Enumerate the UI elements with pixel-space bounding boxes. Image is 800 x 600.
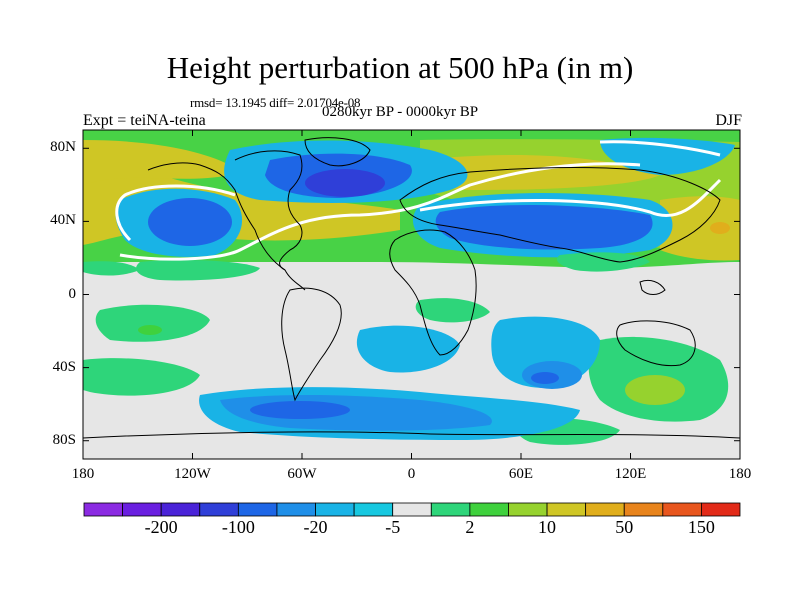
colorbar-tick-label: -5 xyxy=(385,517,401,537)
y-tick-label: 0 xyxy=(68,285,77,302)
s-pacific-high-core xyxy=(625,375,685,405)
n-atlantic-low-core xyxy=(305,169,385,197)
polar-yellow xyxy=(83,140,230,185)
colorbar-swatch xyxy=(392,502,432,517)
x-tick-label: 180 xyxy=(71,466,95,482)
colorbar-swatch xyxy=(122,502,162,517)
w-pacific-orange xyxy=(710,222,730,234)
sp-green-2 xyxy=(83,358,200,396)
colorbar-tick-label: -100 xyxy=(221,517,255,537)
sp-green-1 xyxy=(95,304,210,342)
colorbar-swatch xyxy=(662,502,702,517)
y-tick-label: 80S xyxy=(52,431,76,448)
colorbar-swatch xyxy=(353,502,394,517)
sa-green xyxy=(415,298,490,323)
colorbar-swatch xyxy=(83,502,123,517)
y-tick-label: 80N xyxy=(50,139,76,156)
zero-contour-asia xyxy=(419,178,722,218)
x-tick-label: 60E xyxy=(508,466,534,482)
s-atlantic-low xyxy=(356,325,460,373)
coast-africa xyxy=(389,229,477,356)
coast-eurasia xyxy=(399,166,721,263)
colorbar-swatch xyxy=(237,502,278,517)
coast-antarctica xyxy=(83,431,740,439)
tropical-green-pacific xyxy=(136,260,260,281)
colorbar-tick-label: 150 xyxy=(687,517,715,537)
sp-green-1-core xyxy=(138,325,162,335)
colorbar-swatch xyxy=(430,502,471,517)
coastlines xyxy=(83,137,740,439)
coast-south-america xyxy=(281,287,342,402)
colorbar-swatch xyxy=(315,502,355,517)
colorbar xyxy=(83,502,741,517)
coast-n-america-east xyxy=(234,150,303,271)
x-tick-label: 60W xyxy=(287,466,317,482)
coast-greenland xyxy=(304,137,371,167)
colorbar-swatch xyxy=(508,502,548,517)
tick-marks xyxy=(82,130,741,459)
y-tick-label: 40S xyxy=(52,358,76,375)
chart-title: Height perturbation at 500 hPa (in m) xyxy=(166,50,634,85)
colorbar-swatch xyxy=(160,502,201,517)
colorbar-swatch xyxy=(546,502,587,517)
x-tick-label: 120E xyxy=(614,466,647,482)
southern-low-core xyxy=(250,401,350,419)
tropical-green-indian xyxy=(556,252,650,272)
colorbar-swatch xyxy=(623,502,664,517)
zero-contour-pacific xyxy=(115,184,236,242)
colorbar-tick-label: 50 xyxy=(615,517,634,537)
period-label: 0280kyr BP - 0000kyr BP xyxy=(322,104,479,120)
x-tick-label: 180 xyxy=(728,466,752,482)
colorbar-swatch xyxy=(276,502,316,517)
stats-label: rmsd= 13.1945 diff= 2.01704e-08 xyxy=(190,95,361,110)
colorbar-swatch xyxy=(585,502,625,517)
colorbar-swatch xyxy=(469,502,509,517)
colorbar-tick-label: -20 xyxy=(303,517,328,537)
asia-low-core xyxy=(435,204,653,250)
tropical-green-west xyxy=(83,261,140,276)
coast-n-america-west xyxy=(147,162,306,291)
indian-ocean-low-core xyxy=(531,372,559,384)
coast-australia xyxy=(616,320,696,367)
colorbar-swatch xyxy=(199,502,239,517)
experiment-label: Expt = teiNA-teina xyxy=(83,112,206,129)
x-tick-label: 0 xyxy=(407,466,416,482)
colorbar-tick-label: -200 xyxy=(144,517,178,537)
season-label: DJF xyxy=(715,112,742,129)
x-tick-label: 120W xyxy=(174,466,211,482)
zero-contour-north xyxy=(119,162,641,261)
colorbar-swatch xyxy=(701,502,741,517)
coast-indonesia xyxy=(639,279,666,295)
y-tick-label: 40N xyxy=(50,212,76,229)
n-pacific-low-core xyxy=(148,198,232,246)
colorbar-tick-label: 2 xyxy=(465,517,475,537)
zero-contour-arctic xyxy=(599,140,721,157)
colorbar-tick-label: 10 xyxy=(538,517,557,537)
